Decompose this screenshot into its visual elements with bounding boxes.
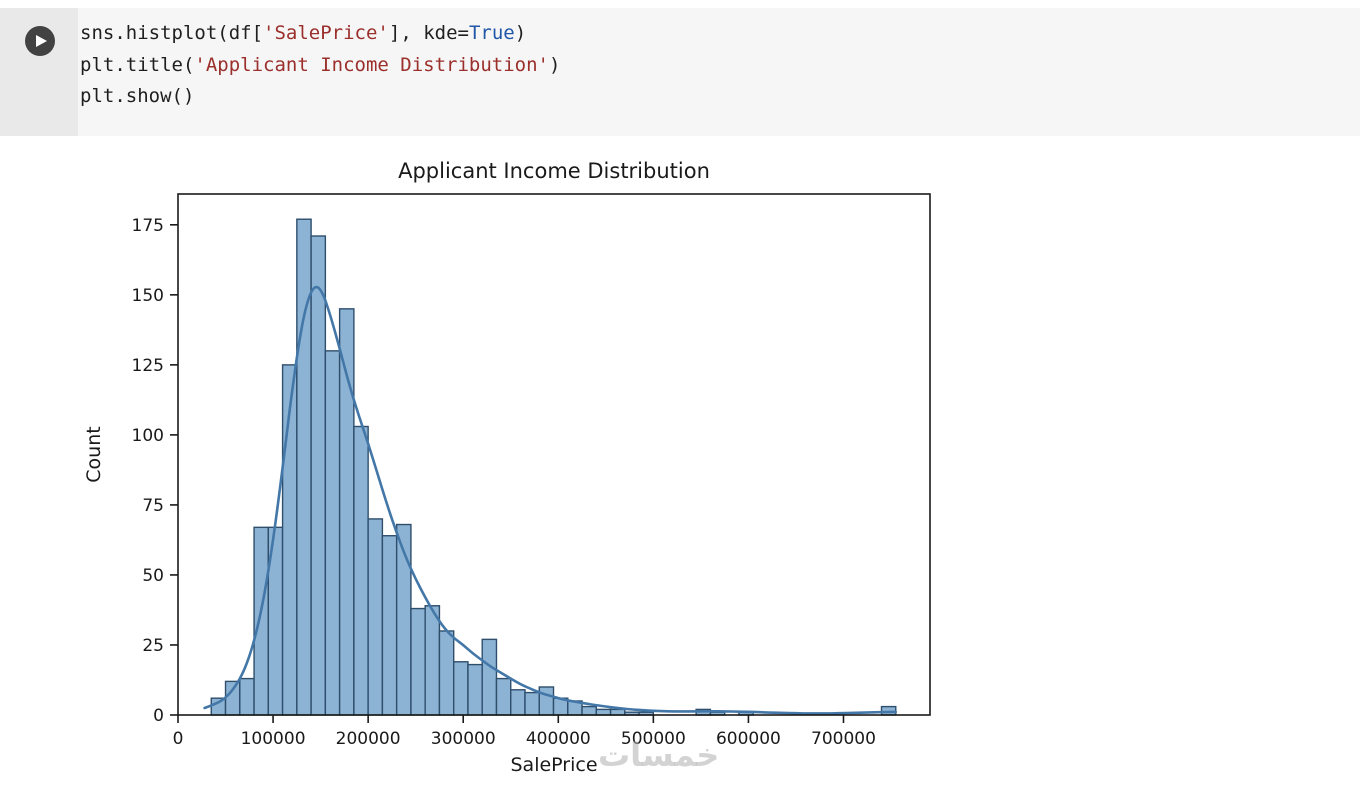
svg-text:300000: 300000 bbox=[431, 729, 496, 749]
code-line: sns.histplot(df['SalePrice'], kde=True) bbox=[80, 22, 527, 44]
code-line: plt.show() bbox=[80, 85, 195, 107]
svg-text:150: 150 bbox=[132, 286, 164, 306]
svg-text:175: 175 bbox=[132, 216, 164, 236]
code-line: plt.title('Applicant Income Distribution… bbox=[80, 53, 561, 76]
svg-text:125: 125 bbox=[132, 356, 164, 376]
cell-output: 0 100000 200000 300000 400000 500000 600000 700… bbox=[0, 136, 1360, 784]
svg-text:Applicant Income Distribution: Applicant Income Distribution bbox=[398, 159, 710, 183]
run-cell-button[interactable] bbox=[25, 26, 55, 56]
play-icon bbox=[36, 35, 47, 47]
svg-text:100: 100 bbox=[132, 426, 164, 446]
svg-text:700000: 700000 bbox=[811, 729, 876, 749]
svg-text:25: 25 bbox=[142, 636, 164, 656]
svg-text:200000: 200000 bbox=[336, 729, 401, 749]
svg-text:50: 50 bbox=[142, 566, 164, 586]
svg-text:0: 0 bbox=[173, 729, 184, 749]
histogram-figure: 0 100000 200000 300000 400000 500000 600000 700… bbox=[70, 145, 950, 790]
code-cell: sns.histplot(df['SalePrice'], kde=True) p… bbox=[0, 8, 1360, 136]
svg-text:500000: 500000 bbox=[621, 729, 686, 749]
svg-text:100000: 100000 bbox=[241, 729, 306, 749]
code-editor[interactable]: sns.histplot(df['SalePrice'], kde=True) p… bbox=[80, 18, 560, 113]
svg-text:400000: 400000 bbox=[526, 729, 591, 749]
svg-text:0: 0 bbox=[153, 706, 164, 726]
cell-gutter bbox=[0, 8, 78, 136]
svg-text:600000: 600000 bbox=[716, 729, 781, 749]
svg-text:Count: Count bbox=[83, 426, 105, 482]
svg-text:75: 75 bbox=[142, 496, 164, 516]
svg-text:SalePrice: SalePrice bbox=[510, 754, 597, 776]
